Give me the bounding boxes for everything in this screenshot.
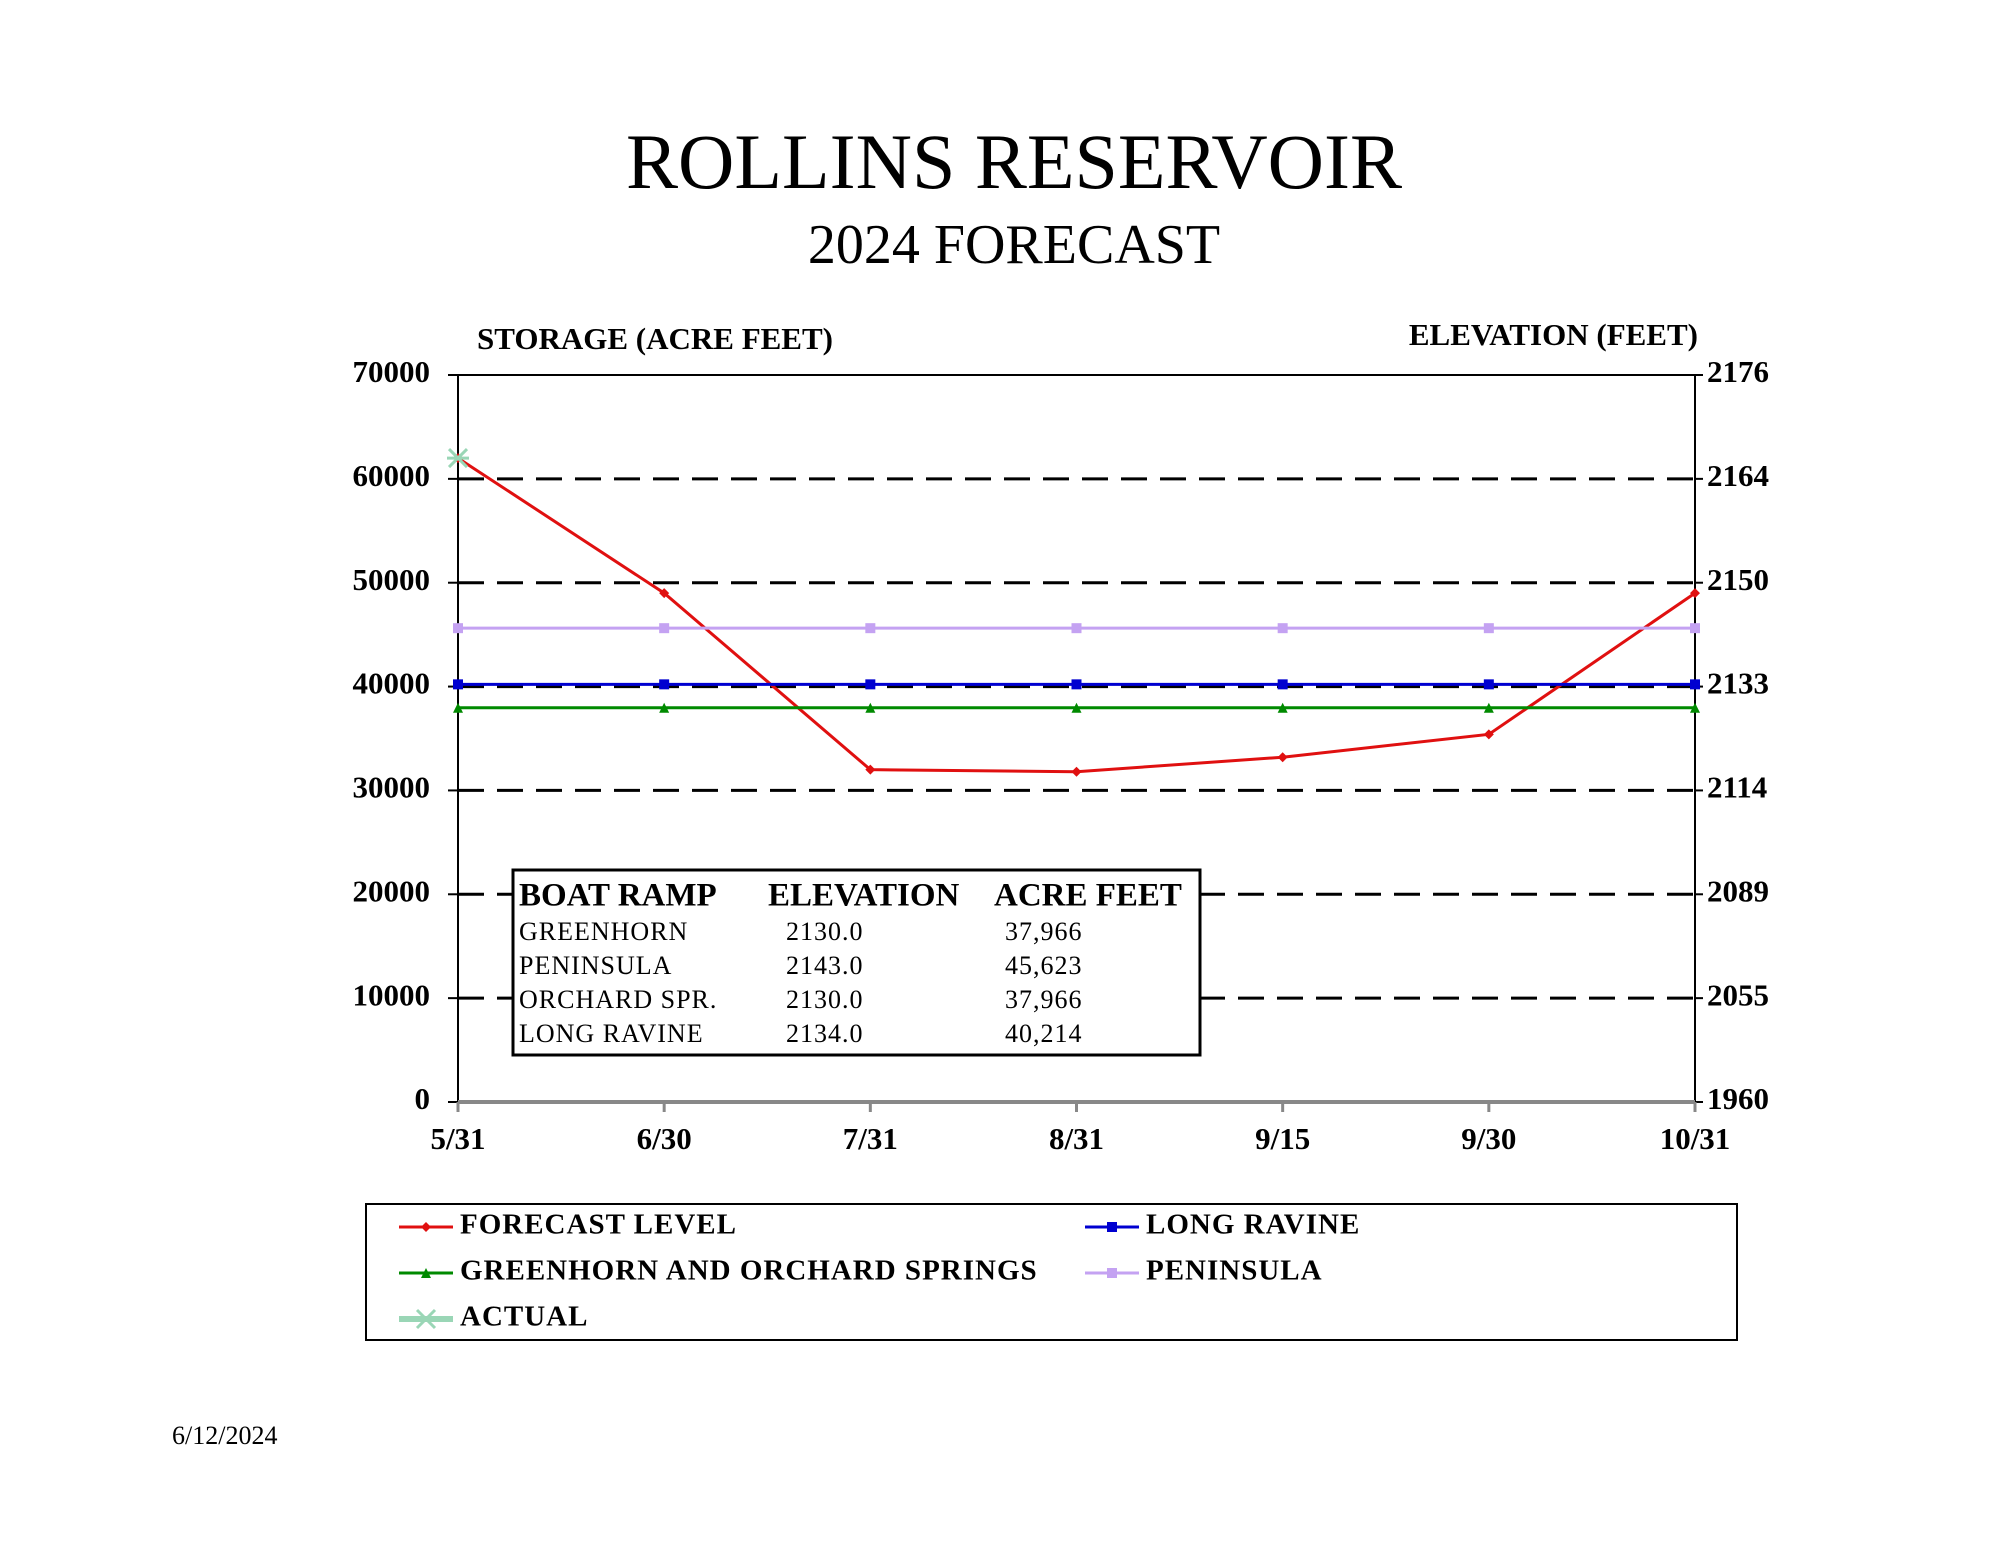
chart-subtitle: 2024 FORECAST (808, 214, 1220, 276)
x-tick-label: 7/31 (843, 1121, 898, 1156)
data-point (865, 764, 876, 775)
y-tick-label: 0 (415, 1081, 431, 1116)
y-tick-label: 20000 (353, 873, 431, 908)
data-point (1690, 588, 1700, 599)
table-cell: 45,623 (1005, 951, 1083, 980)
data-point (1071, 702, 1082, 713)
table-header: ACRE FEET (994, 878, 1182, 914)
y-tick-label: 10000 (353, 977, 431, 1012)
y-tick-label: 50000 (353, 562, 431, 597)
y-axis-title: STORAGE (ACRE FEET) (477, 321, 833, 356)
series (447, 448, 469, 469)
series (453, 702, 1700, 713)
table-cell: 37,966 (1005, 985, 1083, 1014)
data-point (453, 702, 463, 713)
y-tick-label: 70000 (353, 354, 431, 389)
x-tick-label: 6/30 (637, 1121, 692, 1156)
legend-item: FORECAST LEVEL (399, 1209, 737, 1241)
data-point (659, 588, 670, 599)
series-line (457, 456, 1696, 774)
series (453, 623, 1700, 634)
table-cell: 2143.0 (786, 951, 864, 980)
table-cell: 40,214 (1005, 1019, 1083, 1048)
y2-tick-label: 2133 (1707, 666, 1769, 701)
data-point (865, 623, 876, 634)
chart-title: ROLLINS RESERVOIR (626, 118, 1402, 205)
data-point (659, 623, 670, 634)
legend-item: LONG RAVINE (1085, 1209, 1360, 1241)
data-point (1483, 623, 1494, 634)
y-tick-label: 30000 (353, 770, 431, 805)
series (453, 453, 1700, 777)
y2-tick-label: 2176 (1707, 354, 1769, 389)
legend-item: PENINSULA (1085, 1255, 1323, 1287)
data-point (1277, 679, 1288, 690)
data-point (1690, 623, 1700, 634)
table-cell: ORCHARD SPR. (519, 985, 717, 1014)
data-point (1277, 623, 1288, 634)
legend-marker (415, 1308, 437, 1330)
series (453, 679, 1700, 690)
y-tick-label: 60000 (353, 458, 431, 493)
data-point (1483, 702, 1494, 713)
data-point (1071, 623, 1082, 634)
x-tick-label: 10/31 (1660, 1121, 1731, 1156)
legend-label: PENINSULA (1146, 1255, 1323, 1287)
table-cell: 2130.0 (786, 917, 864, 946)
legend-marker (421, 1268, 431, 1278)
y2-tick-label: 2150 (1707, 562, 1769, 597)
report-date: 6/12/2024 (172, 1421, 277, 1450)
table-cell: 2134.0 (786, 1019, 864, 1048)
legend-item: GREENHORN AND ORCHARD SPRINGS (399, 1255, 1038, 1287)
y2-tick-label: 2164 (1707, 458, 1769, 493)
data-point (1071, 766, 1082, 777)
table-cell: GREENHORN (519, 917, 688, 946)
data-point (453, 623, 463, 634)
data-point (1071, 679, 1082, 690)
table-cell: 2130.0 (786, 985, 864, 1014)
legend-marker (1107, 1222, 1117, 1232)
x-tick-label: 9/15 (1255, 1121, 1310, 1156)
table-header: ELEVATION (768, 878, 960, 914)
table-cell: PENINSULA (519, 951, 672, 980)
table-cell: 37,966 (1005, 917, 1083, 946)
x-tick-label: 5/31 (430, 1121, 485, 1156)
table-cell: LONG RAVINE (519, 1019, 704, 1048)
y2-tick-label: 2055 (1707, 977, 1769, 1012)
legend-marker (421, 1222, 431, 1232)
data-point (1690, 679, 1700, 690)
legend-marker (1107, 1268, 1117, 1278)
legend-label: FORECAST LEVEL (460, 1209, 737, 1241)
data-point (453, 679, 463, 690)
data-point (865, 702, 876, 713)
y2-tick-label: 1960 (1707, 1081, 1769, 1116)
y2-tick-label: 2089 (1707, 873, 1769, 908)
y2-axis-title: ELEVATION (FEET) (1409, 317, 1698, 352)
data-point (1483, 729, 1494, 740)
data-point (1483, 679, 1494, 690)
data-point (659, 702, 670, 713)
data-point (865, 679, 876, 690)
table-box (511, 868, 1202, 1057)
legend-box (365, 1203, 1738, 1341)
x-tick-label: 8/31 (1049, 1121, 1104, 1156)
y2-tick-label: 2114 (1707, 770, 1767, 805)
legend-label: LONG RAVINE (1146, 1209, 1360, 1241)
table-header: BOAT RAMP (519, 878, 717, 914)
y-tick-label: 40000 (353, 666, 431, 701)
legend-label: GREENHORN AND ORCHARD SPRINGS (460, 1255, 1038, 1287)
legend-item: ACTUAL (399, 1301, 588, 1333)
x-tick-label: 9/30 (1461, 1121, 1516, 1156)
data-point (447, 448, 469, 469)
data-point (659, 679, 670, 690)
data-point (1277, 702, 1288, 713)
legend-label: ACTUAL (460, 1301, 588, 1333)
data-point (1277, 752, 1288, 763)
data-point (1690, 702, 1700, 713)
